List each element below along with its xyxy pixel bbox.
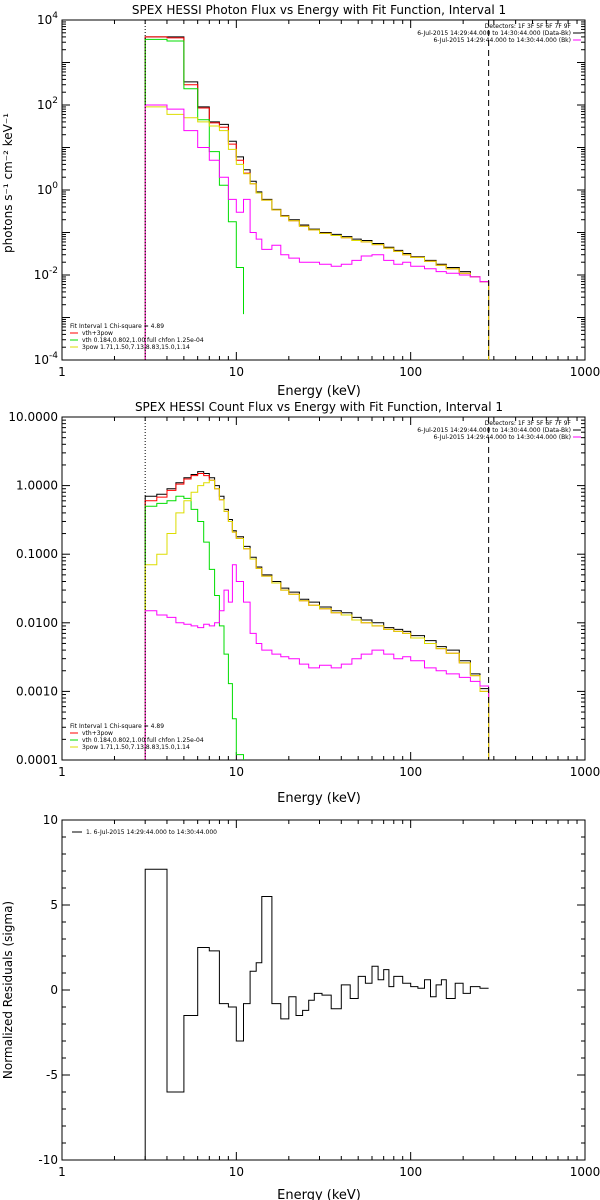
count-flux-series-6-jul-2015-14-29-44-000-to-14-30-44-000-data-bk- xyxy=(144,471,490,760)
residuals-axes-frame xyxy=(61,819,586,1161)
photon-flux-series-6-jul-2015-14-29-44-000-to-14-30-44-000-data-bk- xyxy=(144,36,490,360)
photon-flux-x-axis-label: Energy (keV) xyxy=(277,384,361,399)
count-flux-y-tick-label: 0.0001 xyxy=(16,753,58,767)
residuals-series-1-6-jul-2015-14-29-44-000-to-14-30-44-000 xyxy=(144,868,489,1160)
photon-flux-legend-entry: vth+3pow xyxy=(82,330,113,337)
photon-flux-header-line: 6-Jul-2015 14:29:44.000 to 14:30:44.000 … xyxy=(433,37,571,44)
residuals-x-tick-label: 100 xyxy=(399,1165,422,1179)
count-flux-panel: SPEX HESSI Count Flux vs Energy with Fit… xyxy=(8,400,600,806)
residuals-y-axis-label: Normalized Residuals (sigma) xyxy=(1,901,15,1079)
count-flux-header-line: Detectors: 1F 3F 5F 6F 7F 9F xyxy=(485,420,572,427)
photon-flux-y-axis-label: photons s⁻¹ cm⁻² keV⁻¹ xyxy=(1,113,15,253)
count-flux-axes-frame xyxy=(61,416,586,761)
count-flux-legend-entry: vth 0.184,0.802,1.00 full chfon 1.25e-04 xyxy=(82,737,204,744)
residuals-y-tick-label: -10 xyxy=(38,1153,58,1167)
count-flux-series-3pow xyxy=(144,479,490,760)
count-flux-series-vth-3pow xyxy=(144,473,490,760)
photon-flux-series-vth xyxy=(144,38,244,360)
count-flux-header-line: 6-Jul-2015 14:29:44.000 to 14:30:44.000 … xyxy=(417,427,571,434)
residuals-x-axis-label: Energy (keV) xyxy=(277,1188,361,1200)
photon-flux-x-tick-label: 1000 xyxy=(570,365,600,379)
photon-flux-title: SPEX HESSI Photon Flux vs Energy with Fi… xyxy=(132,3,506,17)
photon-flux-y-tick-label: 10-4 xyxy=(34,351,59,367)
photon-flux-legend-entry: 3pow 1.71,1.50,7.13,8.83,15.0,1.14 xyxy=(82,344,190,351)
photon-flux-legend-entry: vth 0.184,0.802,1.00 full chfon 1.25e-04 xyxy=(82,337,204,344)
photon-flux-y-tick-label: 100 xyxy=(37,181,58,197)
count-flux-series-6-jul-2015-14-29-44-000-to-14-30-44-000-bk- xyxy=(144,564,490,760)
count-flux-series-vth xyxy=(144,495,244,760)
photon-flux-series-3pow xyxy=(144,106,490,360)
photon-flux-y-tick-label: 104 xyxy=(37,11,58,27)
residuals-x-tick-label: 1 xyxy=(58,1165,66,1179)
count-flux-legend-entry: vth+3pow xyxy=(82,730,113,737)
count-flux-y-tick-label: 0.0100 xyxy=(16,616,58,630)
count-flux-y-tick-label: 10.0000 xyxy=(8,410,58,424)
photon-flux-y-tick-label: 10-2 xyxy=(34,266,58,282)
count-flux-x-tick-label: 1 xyxy=(58,765,66,779)
photon-flux-legend-entry: Fit Interval 1 Chi-square = 4.89 xyxy=(70,323,164,330)
photon-flux-x-tick-label: 1 xyxy=(58,365,66,379)
photon-flux-x-tick-label: 100 xyxy=(399,365,422,379)
photon-flux-panel: SPEX HESSI Photon Flux vs Energy with Fi… xyxy=(1,3,600,399)
photon-flux-header-line: Detectors: 1F 3F 5F 6F 7F 9F xyxy=(485,23,572,30)
count-flux-x-tick-label: 10 xyxy=(229,765,244,779)
photon-flux-axes-frame xyxy=(61,19,586,361)
residuals-y-tick-label: 10 xyxy=(43,813,58,827)
count-flux-y-tick-label: 1.0000 xyxy=(16,479,58,493)
count-flux-y-tick-label: 0.0010 xyxy=(16,684,58,698)
count-flux-x-tick-label: 100 xyxy=(399,765,422,779)
count-flux-legend-entry: Fit Interval 1 Chi-square = 4.89 xyxy=(70,723,164,730)
photon-flux-y-tick-label: 102 xyxy=(37,96,58,112)
photon-flux-x-tick-label: 10 xyxy=(229,365,244,379)
residuals-y-tick-label: 0 xyxy=(50,983,58,997)
count-flux-y-tick-label: 0.1000 xyxy=(16,547,58,561)
count-flux-x-tick-label: 1000 xyxy=(570,765,600,779)
count-flux-title: SPEX HESSI Count Flux vs Energy with Fit… xyxy=(135,400,503,414)
count-flux-legend-entry: 3pow 1.71,1.50,7.13,8.83,15.0,1.14 xyxy=(82,744,190,751)
residuals-x-tick-label: 1000 xyxy=(570,1165,600,1179)
residuals-y-tick-label: -5 xyxy=(46,1068,58,1082)
residuals-panel: Energy (keV) Normalized Residuals (sigma… xyxy=(1,813,600,1200)
photon-flux-header-line: 6-Jul-2015 14:29:44.000 to 14:30:44.000 … xyxy=(417,30,571,37)
photon-flux-series-vth-3pow xyxy=(144,36,490,360)
count-flux-x-axis-label: Energy (keV) xyxy=(277,791,361,806)
photon-flux-series-6-jul-2015-14-29-44-000-to-14-30-44-000-bk- xyxy=(144,104,490,360)
residuals-legend-entry: 1. 6-Jul-2015 14:29:44.000 to 14:30:44.0… xyxy=(86,829,217,836)
count-flux-header-line: 6-Jul-2015 14:29:44.000 to 14:30:44.000 … xyxy=(433,434,571,441)
residuals-x-tick-label: 10 xyxy=(229,1165,244,1179)
residuals-y-tick-label: 5 xyxy=(50,898,58,912)
